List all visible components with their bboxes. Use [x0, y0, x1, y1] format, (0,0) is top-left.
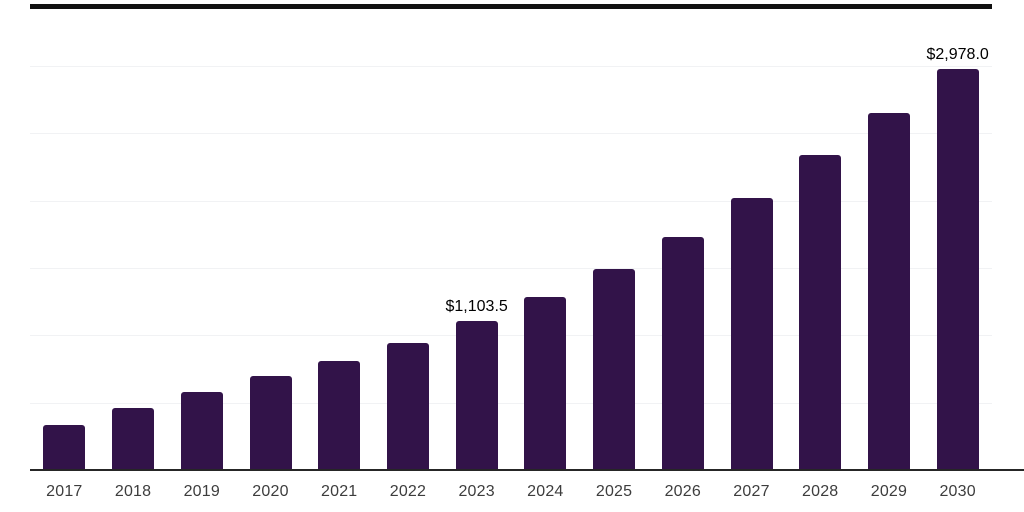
x-tick-label-2029: 2029	[870, 483, 908, 500]
x-tick-label-2018: 2018	[114, 483, 152, 500]
bar-2022	[386, 342, 429, 470]
x-tick-label-2030: 2030	[939, 483, 976, 500]
bar-2024	[524, 296, 567, 470]
gridline-1000	[30, 335, 992, 337]
x-tick-label-2020: 2020	[252, 483, 289, 500]
x-tick-label-2025: 2025	[595, 483, 633, 500]
bar-2026	[661, 237, 704, 470]
gridline-1500	[30, 267, 992, 269]
x-tick-label-2027: 2027	[733, 483, 770, 500]
gridline-2500	[30, 133, 992, 135]
bar-2028	[799, 154, 842, 470]
bar-2021	[318, 360, 361, 470]
bar-2029	[867, 113, 910, 470]
data-label-2023: $1,103.5	[445, 298, 508, 316]
data-label-2030: $2,978.0	[926, 45, 989, 63]
x-tick-label-2024: 2024	[527, 483, 564, 500]
bar-2027	[730, 197, 773, 470]
chart-top-border	[30, 4, 992, 9]
x-tick-label-2023: 2023	[458, 483, 495, 500]
x-tick-label-2026: 2026	[664, 483, 701, 500]
gridline-2000	[30, 200, 992, 202]
bar-2020	[249, 375, 292, 470]
bar-2019	[180, 392, 223, 470]
bar-2025	[593, 269, 636, 470]
bar-2023	[455, 321, 498, 470]
x-tick-label-2019: 2019	[183, 483, 220, 500]
bar-2030	[936, 68, 979, 470]
x-tick-label-2022: 2022	[389, 483, 427, 500]
bar-2018	[112, 408, 155, 470]
x-tick-label-2021: 2021	[321, 483, 358, 500]
gridline-500	[30, 402, 992, 404]
x-tick-label-2028: 2028	[802, 483, 839, 500]
x-tick-label-2017: 2017	[46, 483, 83, 500]
gridline-3000	[30, 65, 992, 67]
bar-2017	[43, 425, 86, 470]
x-axis-line	[30, 469, 1024, 471]
